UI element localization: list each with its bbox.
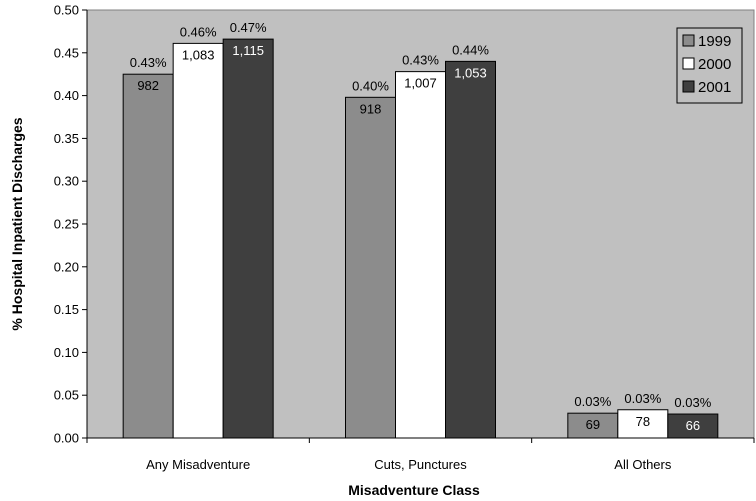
legend-label-1999: 1999: [698, 33, 731, 50]
x-category-label: Any Misadventure: [146, 457, 250, 472]
bar-count-label: 1,083: [182, 47, 215, 62]
bar-value-label: 0.43%: [130, 55, 167, 70]
bar-count-label: 982: [137, 78, 159, 93]
y-tick-label: 0.50: [54, 3, 79, 18]
y-tick-label: 0.20: [54, 259, 79, 274]
y-tick-label: 0.25: [54, 217, 79, 232]
bar-count-label: 1,053: [454, 65, 487, 80]
bar-count-label: 918: [360, 101, 382, 116]
data-labels-layer: 0.43% 982 0.46% 1,083 0.47% 1,115 0.40% 918 0.43…: [130, 20, 712, 433]
bar-value-label: 0.03%: [674, 395, 711, 410]
x-axis-title: Misadventure Class: [348, 482, 480, 498]
bar-2000: [172, 42, 224, 439]
bar-1999: [345, 96, 396, 439]
bar-1999: [122, 73, 174, 439]
bar-value-label: 0.03%: [574, 394, 611, 409]
legend: 1999 2000 2001: [676, 27, 743, 104]
y-tick-label: 0.00: [54, 431, 79, 446]
bar-value-label: 0.40%: [352, 78, 389, 93]
legend-swatch-2001: [682, 80, 695, 93]
bar-value-label: 0.43%: [402, 53, 439, 68]
x-category-label: Cuts, Punctures: [374, 457, 467, 472]
bar-count-label: 1,007: [404, 76, 437, 91]
bar-2001: [445, 60, 496, 439]
bars-layer: [122, 38, 719, 439]
bar-count-label: 66: [686, 418, 700, 433]
y-tick-label: 0.30: [54, 174, 79, 189]
bar-2001: [222, 38, 274, 439]
y-tick-label: 0.05: [54, 388, 79, 403]
y-tick-label: 0.15: [54, 302, 79, 317]
legend-label-2001: 2001: [698, 79, 731, 96]
legend-label-2000: 2000: [698, 56, 731, 73]
bar-value-label: 0.03%: [624, 391, 661, 406]
y-tick-label: 0.40: [54, 88, 79, 103]
bar-count-label: 1,115: [232, 43, 264, 58]
axes-layer: 0.00 0.05 0.10 0.15 0.20 0.25 0.30 0.35 0.40 0.45…: [54, 3, 755, 472]
y-tick-label: 0.45: [54, 45, 79, 60]
y-tick-label: 0.10: [54, 345, 79, 360]
bar-1999: [567, 412, 619, 439]
bar-count-label: 69: [586, 417, 600, 432]
bar-value-label: 0.44%: [452, 42, 489, 57]
x-category-label: All Others: [614, 457, 672, 472]
legend-swatch-2000: [682, 57, 695, 70]
bar-2000: [395, 71, 446, 439]
bar-value-label: 0.46%: [180, 24, 217, 39]
bar-count-label: 78: [636, 414, 650, 429]
y-tick-label: 0.35: [54, 131, 79, 146]
bar-value-label: 0.47%: [230, 20, 267, 35]
y-axis-title: % Hospital Inpatient Discharges: [9, 117, 25, 330]
legend-swatch-1999: [682, 34, 695, 47]
